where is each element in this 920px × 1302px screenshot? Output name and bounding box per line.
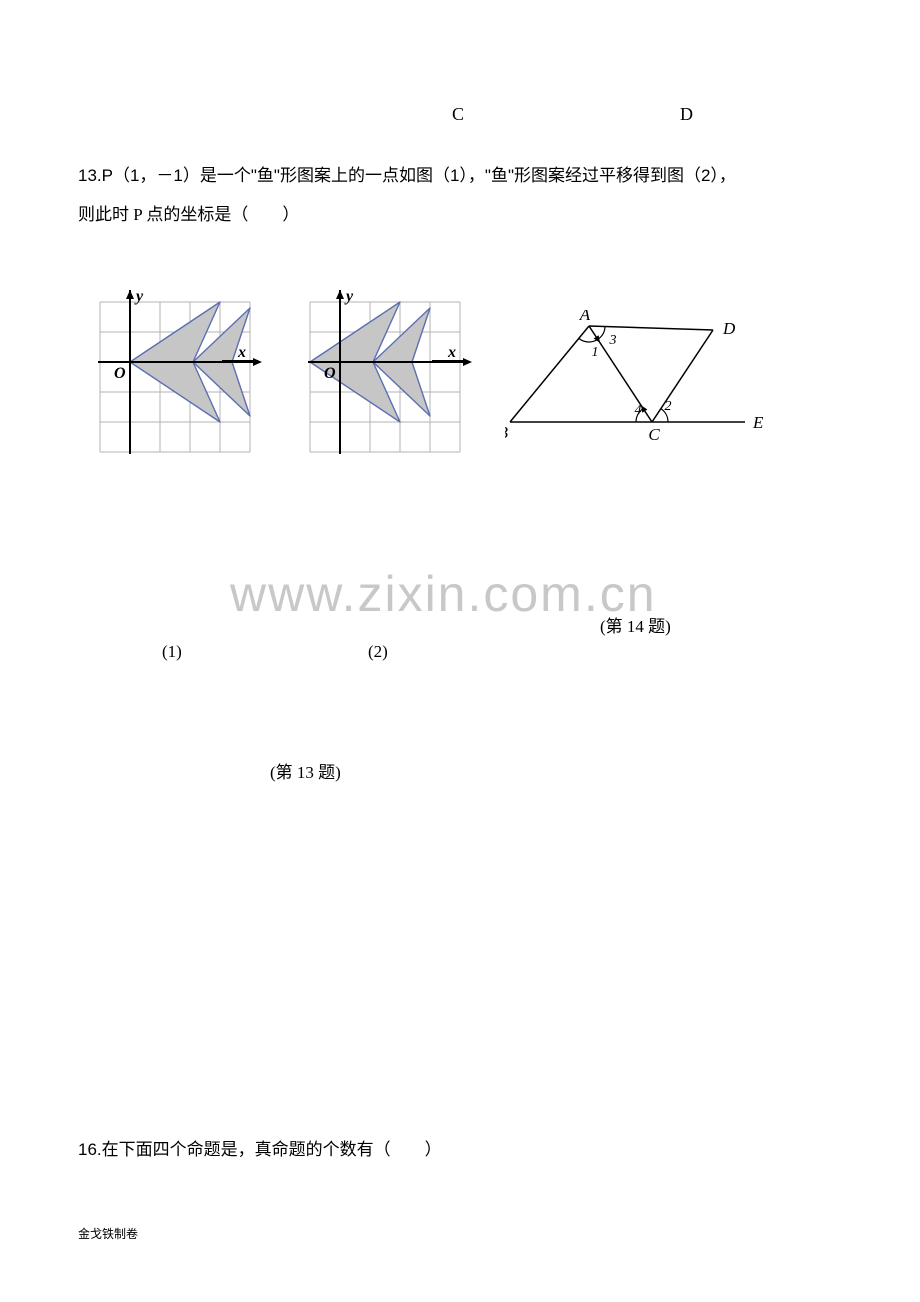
- svg-text:1: 1: [592, 345, 599, 360]
- svg-text:O: O: [324, 365, 336, 382]
- watermark-text: www.zixin.com.cn: [230, 565, 657, 623]
- fish-figure-1: y x O: [85, 290, 275, 465]
- q13-line1: 13.P（1，－1）是一个"鱼"形图案上的一点如图（1），"鱼"形图案经过平移得…: [78, 156, 868, 195]
- caption-fig2: (2): [368, 642, 388, 662]
- svg-text:A: A: [579, 310, 591, 324]
- footer-text: 金戈铁制卷: [78, 1225, 138, 1242]
- q13-line2: 则此时 P 点的坐标是（ ）: [78, 195, 868, 234]
- svg-text:B: B: [505, 423, 509, 442]
- svg-text:3: 3: [609, 333, 617, 348]
- svg-text:4: 4: [635, 403, 642, 418]
- svg-text:E: E: [752, 413, 764, 432]
- svg-text:y: y: [344, 290, 354, 305]
- svg-text:y: y: [134, 290, 144, 305]
- caption-fig1: (1): [162, 642, 182, 662]
- svg-text:x: x: [447, 344, 456, 361]
- option-c-label: C: [452, 104, 464, 125]
- q13-text: 13.P（1，－1）是一个"鱼"形图案上的一点如图（1），"鱼"形图案经过平移得…: [78, 166, 736, 185]
- option-d-label: D: [680, 104, 693, 125]
- figures-row: y x O y x O A B C D E 13 2 4: [85, 290, 845, 465]
- caption-q13: (第 13 题): [270, 758, 341, 783]
- svg-text:O: O: [114, 365, 126, 382]
- q16-text: 16.在下面四个命题是，真命题的个数有（ ）: [78, 1140, 442, 1159]
- watermark-content: www.zixin.com.cn: [230, 566, 657, 622]
- svg-text:D: D: [722, 319, 736, 338]
- caption-q14: (第 14 题): [600, 612, 671, 637]
- svg-text:2: 2: [665, 399, 672, 414]
- question-13: 13.P（1，－1）是一个"鱼"形图案上的一点如图（1），"鱼"形图案经过平移得…: [78, 156, 868, 234]
- question-16: 16.在下面四个命题是，真命题的个数有（ ）: [78, 1135, 442, 1160]
- svg-text:C: C: [648, 425, 660, 444]
- svg-text:x: x: [237, 344, 246, 361]
- geometry-figure: A B C D E 13 2 4: [505, 310, 765, 450]
- fish-figure-2: y x O: [295, 290, 485, 465]
